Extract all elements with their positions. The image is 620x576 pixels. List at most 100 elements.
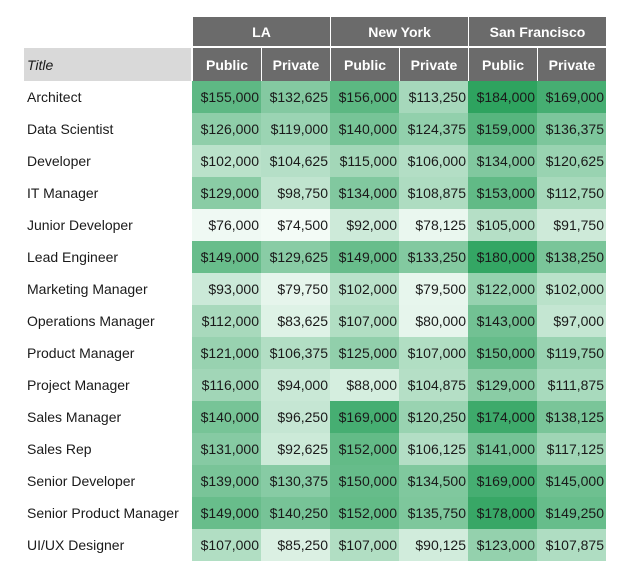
salary-cell-la-public: $129,000 [192, 177, 261, 209]
salary-cell-la-private: $85,250 [261, 529, 330, 561]
salary-cell-new-york-public: $150,000 [330, 465, 399, 497]
salary-cell-san-francisco-private: $136,375 [537, 113, 606, 145]
salary-cell-la-public: $149,000 [192, 497, 261, 529]
salary-cell-san-francisco-private: $107,875 [537, 529, 606, 561]
row-title-cell: Product Manager [24, 337, 192, 369]
salary-cell-new-york-private: $106,000 [399, 145, 468, 177]
salary-cell-new-york-public: $149,000 [330, 241, 399, 273]
table-row: Senior Product Manager $149,000 $140,250 $1… [24, 497, 606, 529]
salary-cell-new-york-public: $125,000 [330, 337, 399, 369]
salary-cell-la-private: $79,750 [261, 273, 330, 305]
salary-cell-san-francisco-private: $111,875 [537, 369, 606, 401]
salary-cell-san-francisco-public: $159,000 [468, 113, 537, 145]
salary-cell-san-francisco-private: $145,000 [537, 465, 606, 497]
salary-cell-new-york-public: $152,000 [330, 433, 399, 465]
salary-cell-la-public: $131,000 [192, 433, 261, 465]
table-row: Data Scientist $126,000 $119,000 $140,000 $1… [24, 113, 606, 145]
salary-cell-new-york-private: $120,250 [399, 401, 468, 433]
salary-cell-la-private: $104,625 [261, 145, 330, 177]
salary-cell-new-york-private: $135,750 [399, 497, 468, 529]
salary-cell-san-francisco-public: $174,000 [468, 401, 537, 433]
salary-cell-new-york-private: $134,500 [399, 465, 468, 497]
salary-cell-new-york-public: $92,000 [330, 209, 399, 241]
table-row: Project Manager $116,000 $94,000 $88,000 $10… [24, 369, 606, 401]
salary-cell-san-francisco-private: $138,250 [537, 241, 606, 273]
salary-cell-new-york-private: $124,375 [399, 113, 468, 145]
table-row: Marketing Manager $93,000 $79,750 $102,000 $… [24, 273, 606, 305]
salary-cell-san-francisco-public: $143,000 [468, 305, 537, 337]
city-header-san-francisco: San Francisco [468, 17, 606, 46]
salary-cell-san-francisco-public: $153,000 [468, 177, 537, 209]
row-title-cell: IT Manager [24, 177, 192, 209]
salary-cell-la-public: $102,000 [192, 145, 261, 177]
salary-cell-la-public: $121,000 [192, 337, 261, 369]
row-title-cell: Architect [24, 81, 192, 113]
salary-cell-la-private: $94,000 [261, 369, 330, 401]
salary-cell-la-private: $130,375 [261, 465, 330, 497]
salary-cell-new-york-public: $107,000 [330, 305, 399, 337]
salary-cell-new-york-private: $108,875 [399, 177, 468, 209]
salary-cell-la-private: $140,250 [261, 497, 330, 529]
salary-cell-san-francisco-private: $112,750 [537, 177, 606, 209]
salary-cell-la-private: $74,500 [261, 209, 330, 241]
table-row: Lead Engineer $149,000 $129,625 $149,000 $13… [24, 241, 606, 273]
row-title-cell: Operations Manager [24, 305, 192, 337]
table-row: Sales Rep $131,000 $92,625 $152,000 $106,125… [24, 433, 606, 465]
row-title-cell: Lead Engineer [24, 241, 192, 273]
city-header-la: LA [192, 17, 330, 46]
sector-header-san-francisco-public: Public [468, 46, 537, 81]
salary-cell-la-public: $76,000 [192, 209, 261, 241]
table-row: Developer $102,000 $104,625 $115,000 $106,00… [24, 145, 606, 177]
salary-cell-new-york-public: $102,000 [330, 273, 399, 305]
salary-cell-san-francisco-public: $134,000 [468, 145, 537, 177]
salary-cell-san-francisco-private: $138,125 [537, 401, 606, 433]
salary-cell-la-public: $116,000 [192, 369, 261, 401]
salary-cell-new-york-private: $113,250 [399, 81, 468, 113]
salary-cell-la-private: $106,375 [261, 337, 330, 369]
salary-cell-san-francisco-public: $169,000 [468, 465, 537, 497]
salary-cell-san-francisco-private: $119,750 [537, 337, 606, 369]
salary-cell-san-francisco-public: $184,000 [468, 81, 537, 113]
salary-cell-new-york-private: $80,000 [399, 305, 468, 337]
sector-header-san-francisco-private: Private [537, 46, 606, 81]
salary-cell-new-york-private: $78,125 [399, 209, 468, 241]
row-title-cell: Sales Manager [24, 401, 192, 433]
table-row: UI/UX Designer $107,000 $85,250 $107,000 $90… [24, 529, 606, 561]
city-header-new-york: New York [330, 17, 468, 46]
salary-cell-new-york-public: $156,000 [330, 81, 399, 113]
row-title-cell: Sales Rep [24, 433, 192, 465]
row-title-cell: Senior Developer [24, 465, 192, 497]
salary-cell-new-york-public: $169,000 [330, 401, 399, 433]
row-title-cell: Project Manager [24, 369, 192, 401]
table-row: Sales Manager $140,000 $96,250 $169,000 $120… [24, 401, 606, 433]
salary-cell-la-private: $92,625 [261, 433, 330, 465]
row-title-cell: Senior Product Manager [24, 497, 192, 529]
salary-cell-san-francisco-public: $178,000 [468, 497, 537, 529]
salary-cell-la-public: $149,000 [192, 241, 261, 273]
heatmap-body: Architect $155,000 $132,625 $156,000 $113,25… [24, 81, 606, 561]
salary-cell-la-public: $140,000 [192, 401, 261, 433]
salary-cell-new-york-private: $107,000 [399, 337, 468, 369]
title-column-header: Title [24, 46, 192, 81]
salary-cell-la-public: $139,000 [192, 465, 261, 497]
salary-cell-new-york-public: $134,000 [330, 177, 399, 209]
salary-cell-la-public: $93,000 [192, 273, 261, 305]
salary-cell-san-francisco-public: $150,000 [468, 337, 537, 369]
salary-cell-san-francisco-private: $169,000 [537, 81, 606, 113]
row-title-cell: Data Scientist [24, 113, 192, 145]
salary-cell-san-francisco-public: $141,000 [468, 433, 537, 465]
table-row: IT Manager $129,000 $98,750 $134,000 $108,87… [24, 177, 606, 209]
salary-cell-la-public: $155,000 [192, 81, 261, 113]
salary-cell-new-york-public: $115,000 [330, 145, 399, 177]
salary-cell-san-francisco-private: $91,750 [537, 209, 606, 241]
salary-cell-new-york-private: $79,500 [399, 273, 468, 305]
sector-header-new-york-private: Private [399, 46, 468, 81]
salary-cell-new-york-public: $152,000 [330, 497, 399, 529]
salary-cell-new-york-public: $88,000 [330, 369, 399, 401]
sector-header-new-york-public: Public [330, 46, 399, 81]
salary-cell-la-private: $119,000 [261, 113, 330, 145]
salary-cell-new-york-private: $104,875 [399, 369, 468, 401]
row-title-cell: Junior Developer [24, 209, 192, 241]
corner-blank-cell [24, 17, 192, 46]
salary-cell-la-private: $132,625 [261, 81, 330, 113]
